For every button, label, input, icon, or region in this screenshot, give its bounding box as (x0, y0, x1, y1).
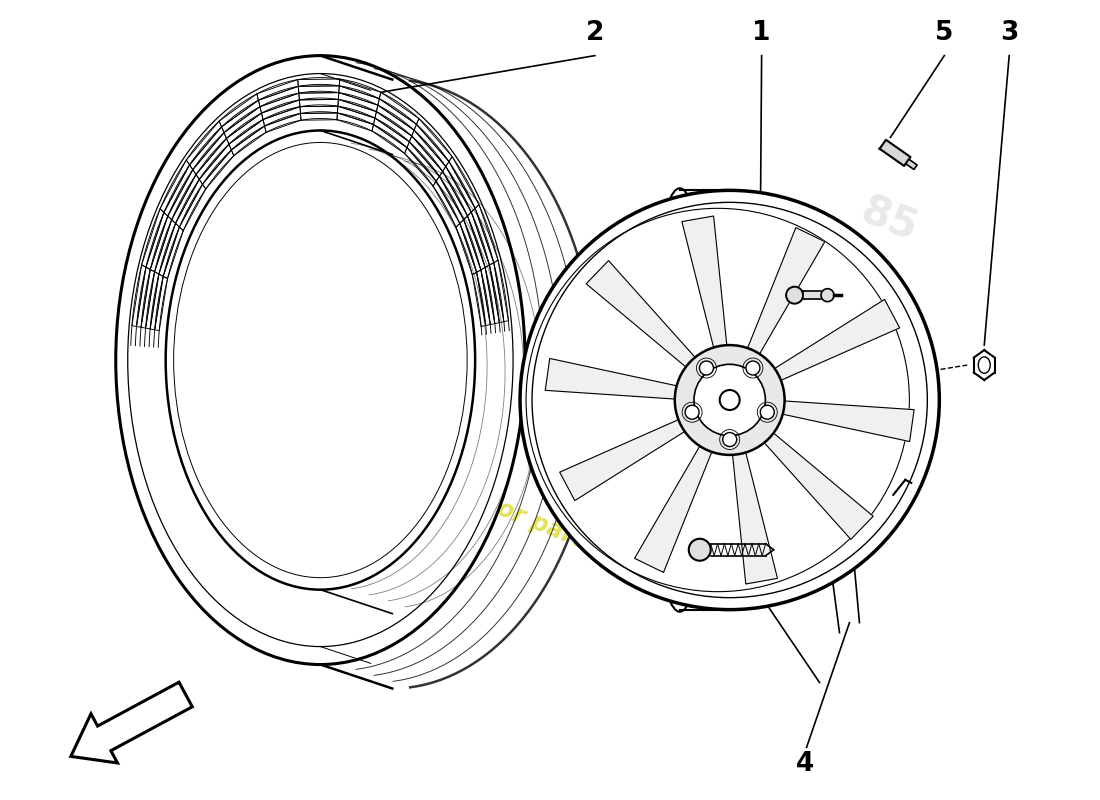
Polygon shape (803, 291, 822, 299)
Text: 3: 3 (1000, 20, 1019, 46)
Polygon shape (560, 420, 684, 501)
Text: 85: 85 (855, 190, 924, 250)
Circle shape (674, 345, 784, 455)
Circle shape (719, 390, 739, 410)
Polygon shape (783, 401, 914, 442)
Circle shape (689, 538, 711, 561)
Polygon shape (880, 140, 911, 166)
Text: 1: 1 (752, 20, 771, 46)
Ellipse shape (978, 357, 990, 374)
Circle shape (760, 406, 774, 419)
Ellipse shape (648, 188, 712, 612)
Polygon shape (546, 358, 676, 399)
Polygon shape (748, 227, 825, 354)
Circle shape (746, 361, 760, 375)
Polygon shape (635, 446, 712, 573)
Circle shape (520, 190, 939, 610)
Ellipse shape (166, 130, 475, 590)
Circle shape (700, 361, 714, 375)
FancyArrow shape (70, 682, 192, 763)
Polygon shape (764, 433, 873, 539)
Circle shape (694, 364, 766, 436)
Ellipse shape (116, 55, 525, 665)
Circle shape (723, 433, 737, 446)
Polygon shape (682, 216, 727, 347)
Polygon shape (586, 261, 695, 367)
Circle shape (786, 286, 803, 304)
Polygon shape (905, 159, 917, 170)
Text: 2: 2 (585, 20, 604, 46)
Circle shape (685, 406, 700, 419)
Text: europarts: europarts (179, 281, 622, 519)
Text: a passion for parts: a passion for parts (360, 442, 601, 558)
Text: 4: 4 (795, 751, 814, 778)
Circle shape (821, 289, 834, 302)
Text: 5: 5 (935, 20, 954, 46)
Polygon shape (733, 453, 778, 584)
Polygon shape (774, 299, 900, 380)
